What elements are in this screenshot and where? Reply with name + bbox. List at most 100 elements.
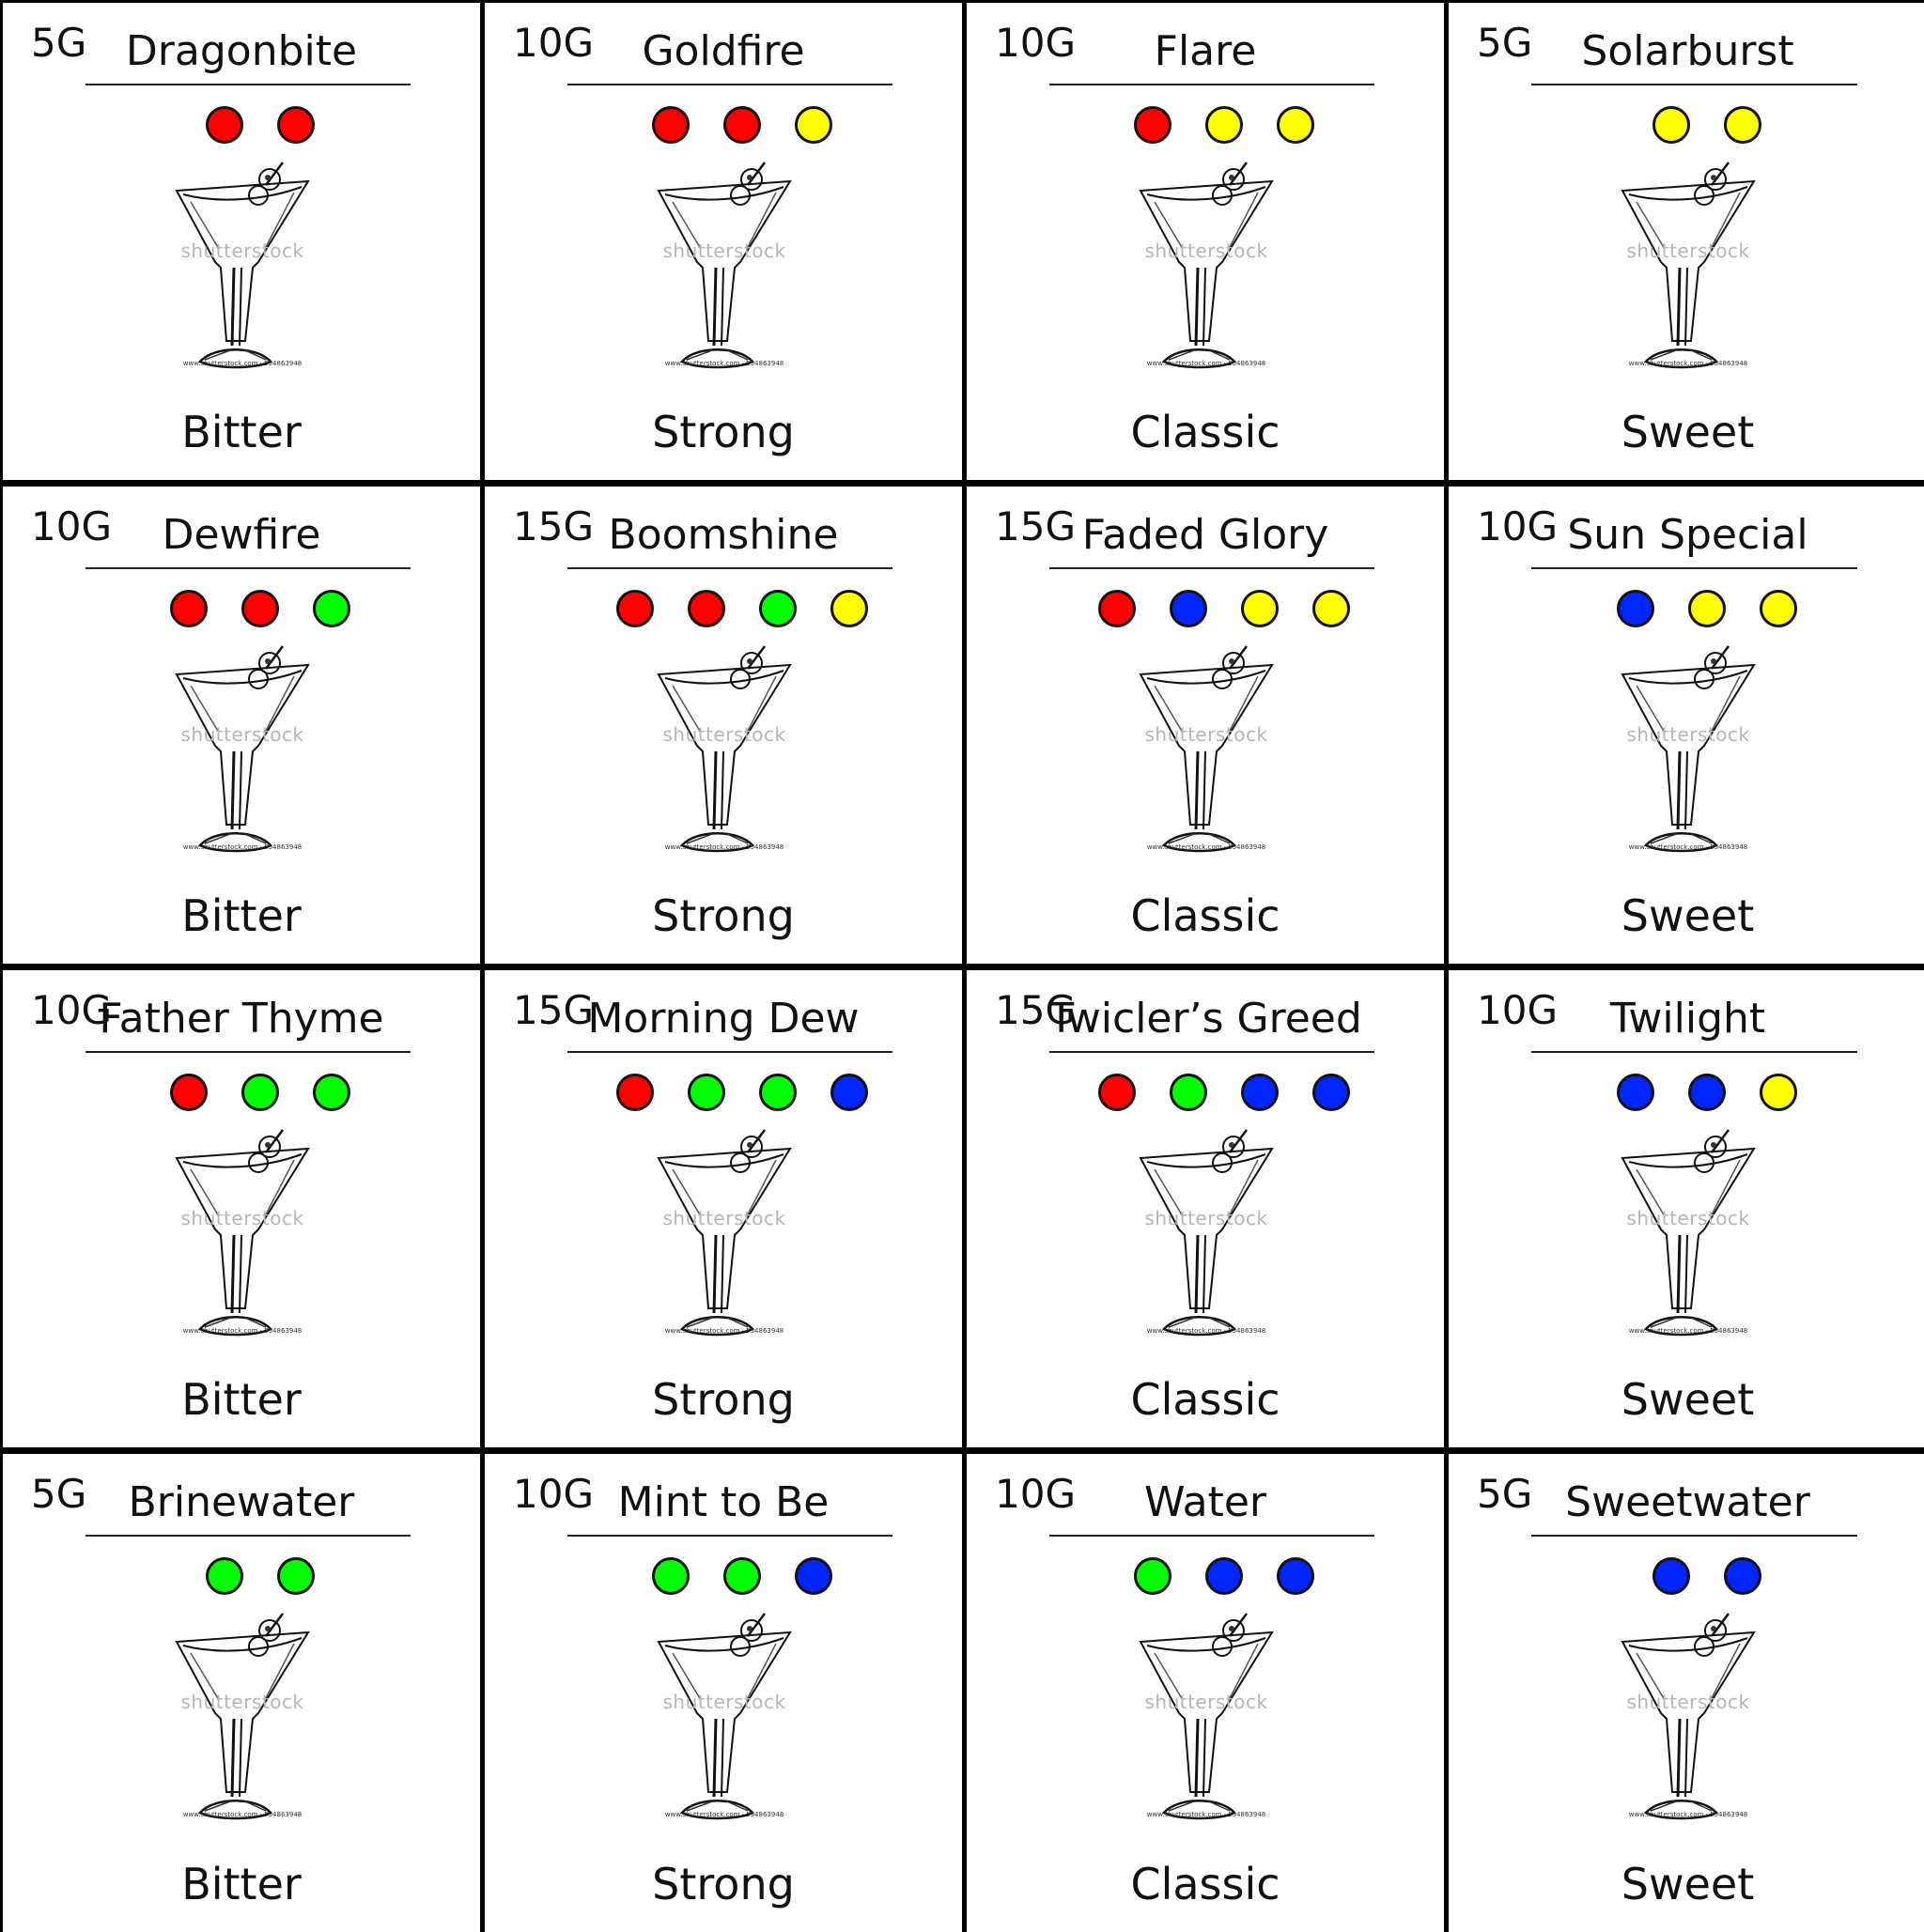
cocktail-card[interactable]: 15G Faded Glory shutterstock www.shutter… — [967, 487, 1444, 964]
cocktail-card[interactable]: 10G Dewfire shutterstock www.shutterstoc… — [3, 487, 480, 964]
green-ingredient-dot — [206, 1557, 243, 1595]
cocktail-card[interactable]: 10G Goldfire shutterstock www.shuttersto… — [485, 3, 962, 480]
card-flavor: Bitter — [181, 890, 302, 941]
card-name: Solarburst — [1581, 27, 1794, 75]
card-name: Faded Glory — [1081, 511, 1329, 559]
card-flavor: Classic — [1130, 407, 1280, 457]
yellow-ingredient-dot — [795, 106, 832, 144]
card-flavor: Bitter — [181, 407, 302, 457]
red-ingredient-dot — [616, 590, 654, 627]
ingredient-dots — [485, 106, 962, 147]
ingredient-dots — [3, 1557, 480, 1599]
card-flavor: Bitter — [181, 1859, 302, 1909]
red-ingredient-dot — [1134, 106, 1171, 144]
yellow-ingredient-dot — [830, 590, 868, 627]
card-cost: 10G — [1477, 987, 1558, 1033]
watermark: shutterstock — [662, 240, 786, 262]
cocktail-card[interactable]: 10G Father Thyme shutterstock www.shutte… — [3, 970, 480, 1447]
card-flavor: Sweet — [1621, 890, 1755, 941]
watermark-id: www.shutterstock.com · 554863948 — [1146, 360, 1266, 367]
green-ingredient-dot — [723, 1557, 761, 1595]
red-ingredient-dot — [688, 590, 725, 627]
watermark-id: www.shutterstock.com · 554863948 — [1628, 1811, 1748, 1818]
cocktail-card[interactable]: 15G Twicler’s Greed shutterstock www.shu… — [967, 970, 1444, 1447]
card-cost: 15G — [995, 987, 1076, 1033]
red-ingredient-dot — [1098, 590, 1136, 627]
watermark-id: www.shutterstock.com · 554863948 — [1628, 843, 1748, 851]
watermark: shutterstock — [1144, 1207, 1268, 1229]
green-ingredient-dot — [759, 1074, 797, 1111]
cocktail-card[interactable]: 10G Water shutterstock www.shutterstock.… — [967, 1454, 1444, 1932]
title-divider — [85, 567, 411, 569]
yellow-ingredient-dot — [1205, 106, 1243, 144]
title-divider — [1049, 567, 1374, 569]
title-divider — [85, 84, 411, 85]
blue-ingredient-dot — [1312, 1074, 1350, 1111]
cocktail-card[interactable]: 10G Sun Special shutterstock www.shutter… — [1449, 487, 1924, 964]
red-ingredient-dot — [652, 106, 690, 144]
title-divider — [1049, 1535, 1374, 1537]
card-name: Father Thyme — [99, 995, 384, 1043]
watermark-id: www.shutterstock.com · 554863948 — [664, 1811, 784, 1818]
green-ingredient-dot — [652, 1557, 690, 1595]
cocktail-card[interactable]: 10G Twilight shutterstock www.shuttersto… — [1449, 970, 1924, 1447]
title-divider — [1049, 1051, 1374, 1053]
green-ingredient-dot — [241, 1074, 279, 1111]
cocktail-card[interactable]: 10G Flare shutterstock www.shutterstock.… — [967, 3, 1444, 480]
card-flavor: Strong — [652, 1859, 795, 1909]
card-cost: 10G — [995, 20, 1076, 66]
blue-ingredient-dot — [1277, 1557, 1314, 1595]
card-cost: 10G — [31, 503, 112, 549]
cocktail-card[interactable]: 5G Dragonbite shutterstock www.shutterst… — [3, 3, 480, 480]
title-divider — [1531, 567, 1857, 569]
card-flavor: Sweet — [1621, 1374, 1755, 1425]
card-flavor: Strong — [652, 407, 795, 457]
martini-glass-icon — [1621, 645, 1756, 853]
card-flavor: Sweet — [1621, 407, 1755, 457]
title-divider — [85, 1535, 411, 1537]
card-flavor: Classic — [1130, 1859, 1280, 1909]
card-cost: 5G — [31, 20, 87, 66]
martini-glass-icon — [657, 1613, 792, 1820]
ingredient-dots — [3, 106, 480, 147]
cocktail-card[interactable]: 15G Morning Dew shutterstock www.shutter… — [485, 970, 962, 1447]
martini-glass-icon — [175, 1613, 310, 1820]
blue-ingredient-dot — [1241, 1074, 1279, 1111]
ingredient-dots — [1449, 1074, 1924, 1115]
green-ingredient-dot — [759, 590, 797, 627]
ingredient-dots — [485, 590, 962, 631]
watermark-id: www.shutterstock.com · 554863948 — [182, 843, 303, 851]
card-cost: 10G — [995, 1471, 1076, 1517]
blue-ingredient-dot — [1170, 590, 1207, 627]
title-divider — [567, 567, 892, 569]
card-cost: 5G — [31, 1471, 87, 1517]
card-cost: 10G — [1477, 503, 1558, 549]
watermark-id: www.shutterstock.com · 554863948 — [1628, 1327, 1748, 1335]
green-ingredient-dot — [277, 1557, 315, 1595]
card-flavor: Classic — [1130, 1374, 1280, 1425]
card-cost: 10G — [31, 987, 112, 1033]
cocktail-card[interactable]: 5G Brinewater shutterstock www.shutterst… — [3, 1454, 480, 1932]
martini-glass-icon — [1621, 1613, 1756, 1820]
blue-ingredient-dot — [795, 1557, 832, 1595]
cocktail-card[interactable]: 15G Boomshine shutterstock www.shutterst… — [485, 487, 962, 964]
yellow-ingredient-dot — [1687, 590, 1726, 627]
card-cost: 15G — [513, 987, 594, 1033]
cocktail-card[interactable]: 5G Solarburst shutterstock www.shutterst… — [1449, 3, 1924, 480]
cocktail-card[interactable]: 5G Sweetwater shutterstock www.shutterst… — [1449, 1454, 1924, 1932]
card-flavor: Bitter — [181, 1374, 302, 1425]
card-name: Mint to Be — [617, 1478, 830, 1526]
blue-ingredient-dot — [1616, 590, 1654, 627]
ingredient-dots — [967, 1074, 1444, 1115]
watermark: shutterstock — [1626, 1691, 1750, 1713]
card-name: Goldfire — [642, 27, 805, 75]
red-ingredient-dot — [206, 106, 243, 144]
card-name: Brinewater — [128, 1478, 355, 1526]
watermark: shutterstock — [1626, 240, 1750, 262]
watermark-id: www.shutterstock.com · 554863948 — [182, 360, 303, 367]
blue-ingredient-dot — [1652, 1557, 1690, 1595]
martini-glass-icon — [657, 1129, 792, 1337]
cocktail-card[interactable]: 10G Mint to Be shutterstock www.shutters… — [485, 1454, 962, 1932]
ingredient-dots — [3, 590, 480, 631]
